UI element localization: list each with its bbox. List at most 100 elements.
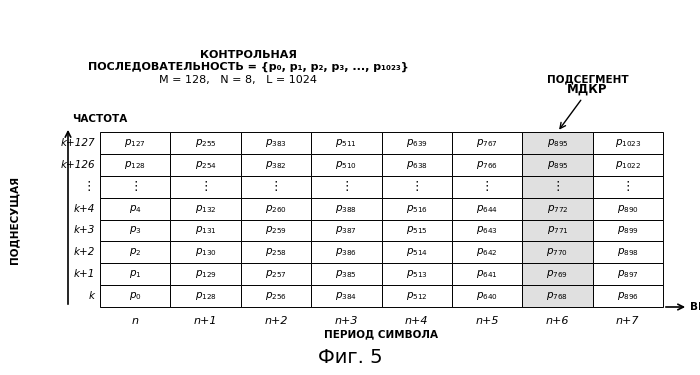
Text: $p_{640}$: $p_{640}$ [476,290,498,302]
Bar [593,242,663,263]
Bar [593,263,663,285]
Text: k+4: k+4 [74,204,95,214]
Bar [241,285,311,307]
Bar [593,198,663,219]
Text: $p_{895}$: $p_{895}$ [547,137,568,149]
Text: $p_{639}$: $p_{639}$ [406,137,428,149]
Text: $p_{766}$: $p_{766}$ [476,159,498,171]
Bar [452,219,522,242]
Text: $p_{514}$: $p_{514}$ [406,246,428,258]
Text: $p_{387}$: $p_{387}$ [335,224,357,237]
Text: $p_{897}$: $p_{897}$ [617,268,638,280]
Text: $p_{3}$: $p_{3}$ [129,224,141,237]
Text: ⋮: ⋮ [199,180,212,193]
Bar [452,154,522,176]
Bar [241,198,311,219]
Bar [100,242,170,263]
Bar [241,263,311,285]
Bar [593,132,663,154]
Text: $p_{643}$: $p_{643}$ [476,224,498,237]
Bar [452,176,522,198]
Bar [382,285,452,307]
Bar [100,219,170,242]
Text: $p_{132}$: $p_{132}$ [195,202,216,214]
Bar [452,132,522,154]
Text: ⋮: ⋮ [622,180,634,193]
Text: $p_{768}$: $p_{768}$ [547,290,568,302]
Bar [522,219,593,242]
Bar [593,176,663,198]
Bar [311,263,382,285]
Text: $p_{890}$: $p_{890}$ [617,202,639,214]
Text: $p_{128}$: $p_{128}$ [195,290,216,302]
Bar [452,263,522,285]
Bar [311,219,382,242]
Text: ВРЕМЯ: ВРЕМЯ [690,302,700,312]
Bar [382,198,452,219]
Text: $p_{510}$: $p_{510}$ [335,159,357,171]
Text: $p_{767}$: $p_{767}$ [476,137,498,149]
Text: n+6: n+6 [546,316,569,326]
Text: ⋮: ⋮ [551,180,564,193]
Text: $p_{895}$: $p_{895}$ [547,159,568,171]
Text: $p_{384}$: $p_{384}$ [335,290,357,302]
Text: $p_{515}$: $p_{515}$ [406,224,428,237]
Bar [311,154,382,176]
Text: $p_{127}$: $p_{127}$ [125,137,146,149]
Bar [241,242,311,263]
Bar [452,242,522,263]
Text: n+2: n+2 [264,316,288,326]
Text: $p_{258}$: $p_{258}$ [265,246,287,258]
Text: k+2: k+2 [74,248,95,257]
Bar [311,285,382,307]
Text: $p_{386}$: $p_{386}$ [335,246,357,258]
Text: ⋮: ⋮ [340,180,353,193]
Bar [170,132,241,154]
Bar [241,219,311,242]
Bar [100,154,170,176]
Bar [311,242,382,263]
Bar [522,263,593,285]
Bar [593,285,663,307]
Text: $p_{512}$: $p_{512}$ [406,290,428,302]
Text: k: k [89,291,95,301]
Bar [241,176,311,198]
Text: ПОДНЕСУЩАЯ: ПОДНЕСУЩАЯ [9,176,19,264]
Bar [170,219,241,242]
Bar [522,242,593,263]
Text: $p_{899}$: $p_{899}$ [617,224,639,237]
Text: n+5: n+5 [475,316,499,326]
Text: $p_{513}$: $p_{513}$ [406,268,428,280]
Text: k+127: k+127 [60,138,95,148]
Text: n+1: n+1 [194,316,217,326]
Text: ⋮: ⋮ [270,180,282,193]
Bar [382,154,452,176]
Text: $p_{644}$: $p_{644}$ [476,202,498,214]
Bar [522,285,593,307]
Bar [100,285,170,307]
Text: ПЕРИОД СИМВОЛА: ПЕРИОД СИМВОЛА [325,329,438,339]
Text: $p_{254}$: $p_{254}$ [195,159,216,171]
Text: $p_{130}$: $p_{130}$ [195,246,216,258]
Bar [100,198,170,219]
Text: $p_{128}$: $p_{128}$ [124,159,146,171]
Text: $p_{769}$: $p_{769}$ [547,268,568,280]
Text: ЧАСТОТА: ЧАСТОТА [72,114,127,124]
Text: ПОДСЕГМЕНТ: ПОДСЕГМЕНТ [547,74,629,84]
Bar [382,132,452,154]
Text: $p_{898}$: $p_{898}$ [617,246,639,258]
Bar [382,219,452,242]
Text: $p_{385}$: $p_{385}$ [335,268,357,280]
Text: $p_{256}$: $p_{256}$ [265,290,287,302]
Text: $p_{511}$: $p_{511}$ [335,137,357,149]
Text: ⋮: ⋮ [129,180,141,193]
Text: k+1: k+1 [74,269,95,279]
Bar [311,198,382,219]
Text: $p_{771}$: $p_{771}$ [547,224,568,237]
Bar [311,132,382,154]
Text: $p_{388}$: $p_{388}$ [335,202,357,214]
Bar [241,154,311,176]
Text: k+126: k+126 [60,160,95,170]
Bar [522,198,593,219]
Text: $p_{1022}$: $p_{1022}$ [615,159,641,171]
